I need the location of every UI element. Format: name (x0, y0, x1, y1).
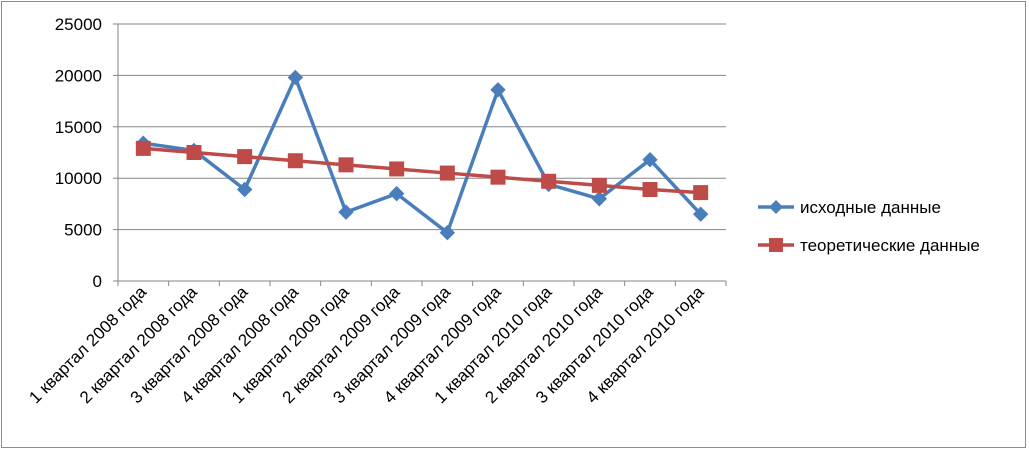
diamond-marker (236, 181, 253, 198)
y-tick-label: 5000 (64, 221, 102, 240)
y-tick-label: 15000 (55, 118, 102, 137)
square-marker (338, 157, 354, 173)
square-marker (237, 149, 253, 165)
series-line (143, 146, 701, 195)
square-marker (642, 182, 658, 198)
diamond-marker (642, 151, 658, 168)
diamond-marker (692, 206, 709, 222)
square-marker (591, 177, 607, 193)
square-marker (693, 185, 709, 201)
diamond-marker (338, 204, 354, 220)
legend-item: теоретические данные (758, 236, 980, 255)
diamond-marker (287, 69, 304, 86)
series-group (135, 69, 709, 241)
legend-item: исходные данные (758, 198, 941, 217)
axes (113, 23, 727, 286)
y-tick-label: 25000 (55, 15, 102, 34)
diamond-marker (388, 185, 405, 202)
square-marker (287, 153, 303, 169)
square-marker (186, 145, 202, 160)
y-tick-label: 20000 (55, 66, 102, 85)
square-marker (490, 169, 506, 185)
diamond-marker (439, 224, 456, 241)
gridlines (118, 23, 726, 231)
legend-square-marker (769, 238, 783, 252)
diamond-marker (490, 82, 506, 98)
diamond-marker (591, 191, 608, 207)
legend: исходные данные теоретические данные (758, 198, 980, 255)
series-2 (135, 140, 709, 201)
square-marker (439, 165, 455, 181)
square-marker (541, 173, 557, 189)
legend-label: исходные данные (800, 198, 941, 217)
y-axis-tick-labels: 0 5000 10000 15000 20000 25000 (55, 15, 102, 291)
square-marker (389, 161, 405, 177)
y-tick-label: 10000 (55, 169, 102, 188)
y-tick-label: 0 (93, 272, 102, 291)
legend-label: теоретические данные (800, 236, 980, 255)
legend-diamond-marker (769, 200, 783, 214)
square-marker (135, 140, 151, 156)
series-line (143, 75, 702, 235)
